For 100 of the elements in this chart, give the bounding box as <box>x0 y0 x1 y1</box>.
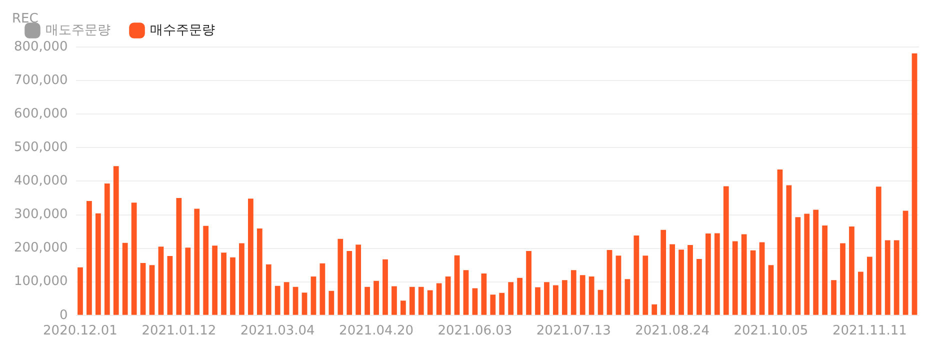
bar <box>239 243 244 315</box>
bar <box>570 270 576 315</box>
bar <box>866 256 872 315</box>
bar <box>678 250 684 315</box>
bar <box>221 252 226 315</box>
bar <box>140 263 146 315</box>
bar <box>795 217 801 315</box>
bar <box>894 240 900 315</box>
y-tick-label: 600,000 <box>14 106 68 122</box>
bar <box>86 200 92 315</box>
bar <box>552 285 558 315</box>
bar <box>634 236 640 315</box>
bar <box>535 287 540 315</box>
bar <box>696 259 702 315</box>
bar <box>840 243 846 315</box>
bar <box>284 282 290 315</box>
bar <box>302 292 308 315</box>
bar <box>526 250 532 315</box>
y-tick-label: 300,000 <box>14 207 68 222</box>
bar <box>768 265 774 315</box>
bar <box>248 198 254 315</box>
x-tick-label: 2021.07.13 <box>536 324 611 339</box>
bar <box>436 283 442 315</box>
bar <box>392 286 397 315</box>
x-tick-label: 2020.12.01 <box>43 324 118 339</box>
y-tick-label: 400,000 <box>14 174 68 189</box>
bar <box>122 242 128 315</box>
bar <box>508 282 514 315</box>
bar <box>445 276 451 315</box>
legend-label: 매도주문량 <box>46 22 110 38</box>
bar <box>580 275 586 315</box>
bar <box>517 278 522 315</box>
bar <box>382 259 388 315</box>
bar <box>741 234 747 315</box>
x-tick-label: 2021.06.03 <box>438 324 512 339</box>
bar <box>158 246 164 315</box>
bar <box>624 279 630 315</box>
bar <box>706 234 711 315</box>
y-axis-title: REC <box>12 11 38 26</box>
bar <box>804 214 810 315</box>
x-tick-label: 2021.03.04 <box>240 324 315 339</box>
x-tick-label: 2021.08.24 <box>635 324 710 339</box>
bar <box>418 286 424 315</box>
bar <box>884 240 890 315</box>
bar <box>813 210 819 315</box>
bar <box>320 263 326 315</box>
bar <box>274 286 280 315</box>
y-tick-label: 800,000 <box>14 39 68 54</box>
bar <box>149 265 155 315</box>
bar <box>490 294 496 315</box>
bar <box>185 248 191 315</box>
bar <box>714 233 720 315</box>
bar <box>194 208 200 315</box>
bar <box>858 272 864 315</box>
bar <box>849 226 854 315</box>
bar <box>203 226 209 315</box>
x-tick-label: 2021.01.12 <box>142 324 216 339</box>
bar <box>78 267 83 315</box>
y-tick-label: 500,000 <box>14 140 68 156</box>
bar <box>499 292 505 315</box>
bar <box>104 184 110 315</box>
bar <box>822 225 828 315</box>
bar <box>481 273 487 315</box>
bar <box>723 186 729 315</box>
bar <box>131 202 137 315</box>
bar <box>660 230 666 315</box>
bar <box>346 250 352 315</box>
bar <box>652 304 658 315</box>
bar <box>95 213 101 315</box>
bar <box>364 286 370 315</box>
bar <box>176 198 182 315</box>
bar <box>759 242 765 315</box>
bar <box>688 244 693 315</box>
bar <box>562 280 568 315</box>
bar <box>912 53 918 315</box>
bar <box>310 276 316 315</box>
y-tick-label: 0 <box>59 308 68 323</box>
bar <box>831 280 836 315</box>
bar <box>400 300 406 315</box>
bar <box>616 256 622 315</box>
bar <box>642 256 648 315</box>
bar <box>374 280 379 315</box>
y-tick-label: 700,000 <box>14 72 68 88</box>
bar <box>292 286 298 315</box>
y-tick-label: 100,000 <box>14 274 68 290</box>
bar <box>588 276 594 315</box>
x-tick-label: 2021.11.11 <box>832 324 907 339</box>
bar <box>256 228 262 315</box>
bar <box>777 169 783 315</box>
bar <box>328 290 334 315</box>
y-tick-label: 200,000 <box>14 240 68 256</box>
bar <box>167 256 173 315</box>
bar <box>786 185 792 315</box>
bar <box>750 250 756 315</box>
bar <box>454 255 460 315</box>
bar <box>427 290 433 315</box>
bar <box>463 270 469 315</box>
bar <box>598 290 604 315</box>
bar <box>472 288 478 315</box>
bar <box>606 250 612 315</box>
